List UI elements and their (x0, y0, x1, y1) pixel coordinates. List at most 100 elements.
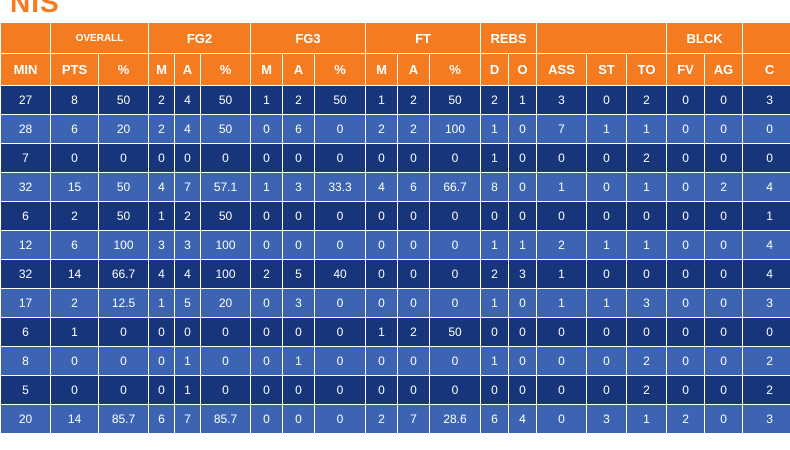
table-cell: 2 (626, 375, 668, 405)
table-cell: 6 (480, 404, 510, 434)
table-cell: 27 (0, 85, 51, 115)
table-cell: 0 (250, 143, 283, 173)
table-cell: 40 (314, 259, 366, 289)
group-header-row: OVERALL FG2 FG3 FT REBS BLCK (0, 22, 790, 54)
table-cell: 1 (536, 288, 588, 318)
column-header: C (742, 53, 790, 86)
table-cell: 50 (98, 172, 149, 202)
table-cell: 100 (200, 259, 251, 289)
table-cell: 1 (480, 230, 510, 260)
table-cell: 1 (480, 114, 510, 144)
table-cell: 0 (626, 259, 668, 289)
table-cell: 0 (666, 375, 706, 405)
table-cell: 0 (397, 143, 430, 173)
table-cell: 0 (536, 375, 588, 405)
table-cell: 0 (666, 317, 706, 347)
table-cell: 1 (626, 230, 668, 260)
column-header: % (200, 53, 251, 86)
table-cell: 33.3 (314, 172, 366, 202)
table-cell: 4 (148, 259, 175, 289)
table-cell: 4 (365, 172, 398, 202)
table-cell: 3 (742, 85, 790, 115)
table-cell: 57.1 (200, 172, 251, 202)
table-cell: 0 (586, 259, 628, 289)
table-cell: 2 (626, 85, 668, 115)
column-header-label: MIN (13, 62, 38, 77)
table-cell: 3 (174, 230, 201, 260)
stats-table-container: OVERALL FG2 FG3 FT REBS BLCK MIN PTS% M A% M… (0, 22, 790, 434)
table-row: 6 1 0 0 0 0 0 0 0 1 2 50 0 0 0 0 0 0 0 0 (0, 317, 790, 347)
column-header: M (250, 53, 283, 86)
table-cell: 0 (397, 346, 430, 376)
table-cell: 20 (200, 288, 251, 318)
column-header: A (282, 53, 315, 86)
table-cell: 0 (666, 143, 706, 173)
table-cell: 2 (250, 259, 283, 289)
table-cell: 28.6 (428, 404, 482, 434)
table-cell: 20 (98, 114, 149, 144)
table-cell: 0 (428, 230, 482, 260)
column-header-row: MIN PTS% M A% M A% M A% D O ASS ST TO FV AG C (0, 53, 790, 86)
table-cell: 0 (666, 172, 706, 202)
table-cell: 50 (200, 85, 251, 115)
table-cell: 4 (174, 259, 201, 289)
group-header-rebs-label: REBS (490, 30, 527, 46)
table-cell: 1 (626, 404, 668, 434)
table-cell: 0 (250, 201, 283, 231)
group-header-blck: BLCK (666, 22, 744, 54)
group-header-overall: OVERALL (50, 22, 149, 54)
table-cell: 4 (174, 85, 201, 115)
table-cell: 0 (536, 317, 588, 347)
table-cell: 0 (200, 143, 251, 173)
table-row: 28 6 20 2 4 50 0 6 0 2 2 100 1 0 7 1 1 0 0 0 (0, 114, 790, 144)
table-cell: 7 (174, 172, 201, 202)
table-cell: 0 (250, 317, 283, 347)
column-header-label: FV (677, 62, 694, 77)
table-cell: 0 (480, 317, 510, 347)
table-cell: 0 (508, 346, 538, 376)
table-cell: 0 (314, 114, 366, 144)
table-cell: 0 (586, 143, 628, 173)
table-cell: 0 (586, 375, 628, 405)
table-cell: 0 (626, 317, 668, 347)
table-cell: 100 (200, 230, 251, 260)
table-cell: 6 (0, 201, 51, 231)
table-cell: 0 (314, 201, 366, 231)
table-cell: 0 (704, 404, 744, 434)
table-cell: 1 (282, 346, 315, 376)
table-cell: 2 (397, 114, 430, 144)
table-cell: 1 (508, 230, 538, 260)
table-cell: 0 (98, 346, 149, 376)
table-cell: 7 (0, 143, 51, 173)
table-cell: 4 (174, 114, 201, 144)
table-cell: 0 (314, 375, 366, 405)
table-cell: 0 (586, 346, 628, 376)
table-row: 20 14 85.7 6 7 85.7 0 0 0 2 7 28.6 6 4 0 3 1 2 0 3 (0, 404, 790, 434)
table-cell: 0 (250, 375, 283, 405)
group-header-rebs: REBS (480, 22, 538, 54)
table-cell: 0 (397, 375, 430, 405)
table-cell: 0 (148, 317, 175, 347)
table-cell: 0 (666, 346, 706, 376)
table-cell: 3 (626, 288, 668, 318)
table-cell: 0 (704, 201, 744, 231)
table-cell: 100 (98, 230, 149, 260)
table-cell: 0 (666, 201, 706, 231)
table-cell: 5 (174, 288, 201, 318)
table-cell: 2 (704, 172, 744, 202)
column-header-label: A (408, 62, 419, 77)
column-header-label: M (156, 62, 167, 77)
column-header: ASS (536, 53, 588, 86)
table-cell: 2 (50, 288, 99, 318)
column-header-label: O (517, 62, 528, 77)
table-cell: 0 (50, 346, 99, 376)
group-header-fg3: FG3 (250, 22, 366, 54)
table-cell: 4 (742, 259, 790, 289)
table-cell: 0 (666, 288, 706, 318)
table-cell: 1 (480, 346, 510, 376)
table-cell: 6 (282, 114, 315, 144)
table-cell: 0 (98, 375, 149, 405)
table-cell: 15 (50, 172, 99, 202)
table-cell: 1 (536, 259, 588, 289)
